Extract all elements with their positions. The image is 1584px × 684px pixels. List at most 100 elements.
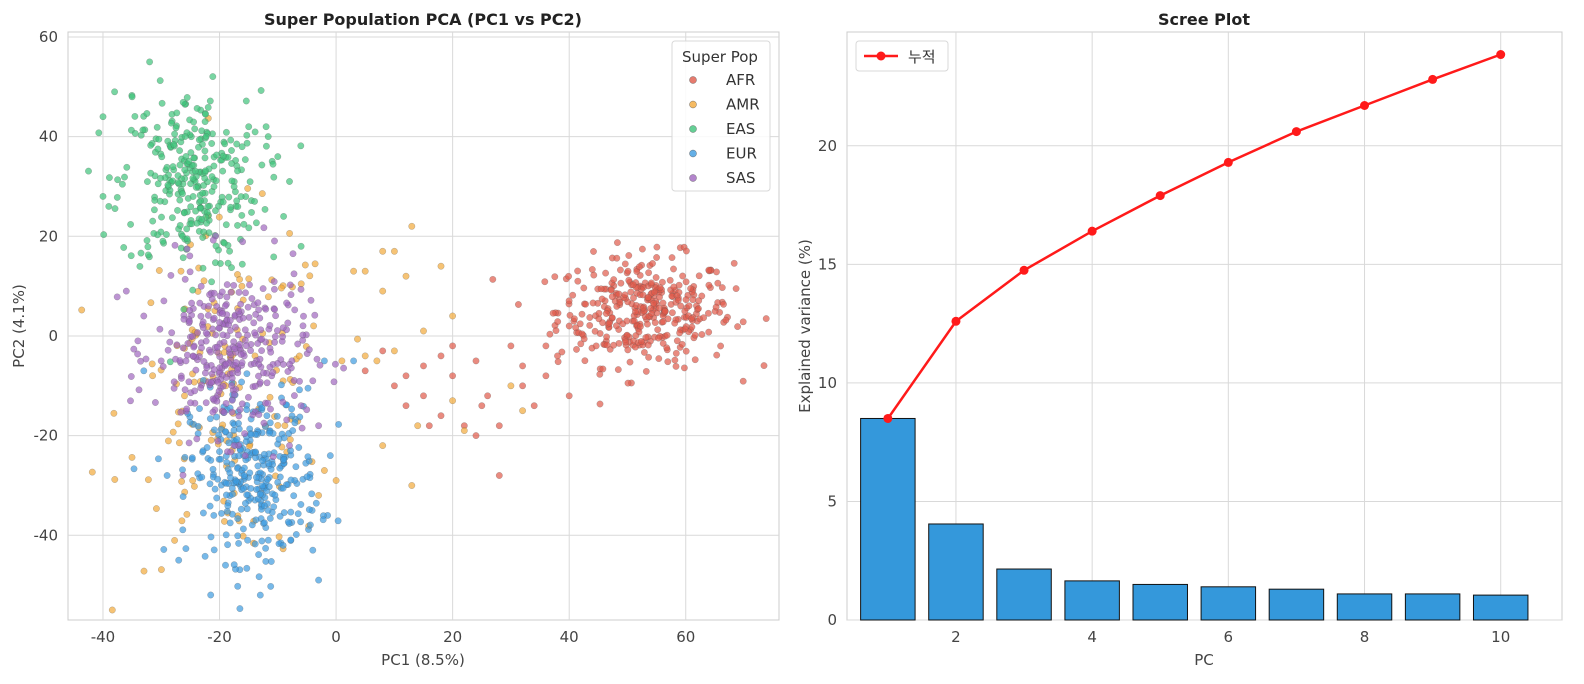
pca-point: [645, 353, 652, 361]
pca-point: [140, 567, 148, 575]
pca-point: [663, 344, 671, 352]
pca-point: [271, 491, 279, 499]
pca-point: [254, 299, 262, 307]
pca-point: [100, 231, 108, 238]
pca-point: [237, 193, 245, 200]
pca-point: [655, 355, 663, 362]
pca-point: [123, 163, 131, 171]
pca-point: [237, 300, 244, 308]
pca-point: [179, 254, 187, 262]
scree-bar-pc4: [1064, 580, 1120, 621]
pca-point: [232, 323, 239, 331]
scree-cumulative-point: [1087, 226, 1097, 236]
pca-point: [203, 219, 210, 227]
pca-point: [420, 327, 427, 335]
pca-point: [144, 243, 152, 251]
pca-point: [200, 358, 208, 365]
scree-cumulative-point: [883, 413, 893, 423]
pca-point: [169, 177, 177, 185]
pca-point: [478, 402, 486, 410]
pca-point: [265, 460, 273, 467]
pca-point: [306, 272, 314, 280]
pca-legend-label-eur: EUR: [726, 145, 757, 163]
pca-point: [190, 154, 198, 162]
pca-point: [615, 290, 623, 298]
pca-point: [590, 271, 598, 279]
pca-point: [105, 203, 113, 210]
pca-point: [713, 268, 720, 276]
pca-point: [193, 219, 201, 227]
pca-point: [391, 247, 398, 255]
scree-legend-box: [855, 40, 949, 72]
pca-point: [578, 330, 586, 338]
pca-point: [648, 279, 655, 287]
pca-point: [212, 259, 219, 267]
pca-point: [134, 350, 141, 358]
pca-point: [262, 544, 269, 552]
pca-x-ticks: -40 -20 0 20 40 60: [91, 628, 696, 646]
pca-point: [695, 272, 703, 280]
pca-point: [210, 289, 218, 297]
pca-point: [414, 422, 422, 430]
pca-x-tick-label: 20: [443, 628, 462, 646]
pca-y-tick-label: 0: [48, 327, 58, 345]
pca-point: [182, 545, 190, 552]
pca-point: [203, 364, 211, 372]
scree-x-tick-label: 6: [1224, 628, 1234, 646]
pca-point: [361, 367, 369, 375]
pca-point: [698, 292, 706, 300]
pca-point: [264, 475, 271, 483]
pca-point: [304, 453, 312, 461]
pca-point: [170, 384, 178, 392]
pca-point: [254, 462, 262, 470]
pca-point: [651, 288, 658, 296]
pca-point: [229, 490, 236, 498]
pca-point: [278, 284, 285, 292]
pca-point: [160, 297, 168, 305]
pca-point: [437, 262, 445, 270]
pca-point: [191, 483, 198, 490]
pca-point: [656, 284, 664, 292]
pca-point: [156, 77, 164, 84]
pca-point: [592, 342, 600, 350]
pca-point: [321, 357, 328, 365]
pca-point: [219, 382, 227, 390]
pca-point: [315, 576, 322, 584]
pca-point: [671, 356, 679, 364]
pca-point: [677, 302, 685, 310]
pca-point: [186, 418, 194, 426]
pca-point: [236, 276, 243, 283]
pca-point: [113, 293, 121, 301]
pca-point: [350, 267, 357, 275]
pca-point: [287, 476, 295, 484]
pca-point: [297, 142, 305, 150]
pca-point: [234, 203, 242, 210]
scree-bar-pc7: [1268, 588, 1325, 621]
pca-point: [542, 342, 550, 350]
pca-point: [651, 319, 659, 326]
pca-point: [621, 260, 629, 268]
pca-legend-title: Super Pop: [682, 48, 758, 66]
pca-point: [178, 517, 186, 525]
pca-point: [147, 299, 155, 307]
pca-point: [147, 169, 155, 177]
pca-point: [180, 209, 188, 217]
pca-point: [266, 363, 274, 371]
pca-point: [208, 278, 215, 286]
pca-point: [272, 312, 279, 320]
pca-x-tick-label: 60: [676, 628, 695, 646]
scree-cumulative-point: [1291, 127, 1301, 137]
scree-x-axis-label: PC: [1194, 651, 1214, 669]
pca-point: [209, 465, 217, 473]
pca-point: [183, 94, 191, 101]
pca-point: [204, 203, 212, 210]
pca-point: [243, 491, 251, 499]
pca-point: [228, 485, 236, 492]
pca-point: [289, 250, 297, 258]
pca-point: [158, 99, 166, 107]
pca-point: [326, 452, 334, 459]
pca-point: [261, 206, 269, 213]
pca-point: [242, 499, 249, 507]
pca-point: [202, 399, 210, 407]
pca-y-tick-label: 40: [39, 128, 58, 146]
